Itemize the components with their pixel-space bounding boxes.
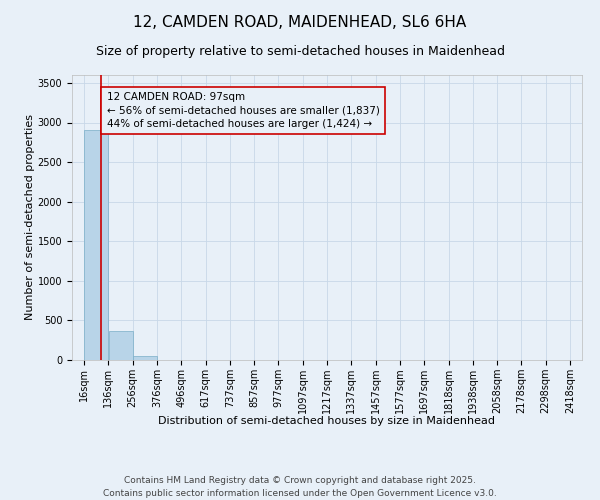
Text: Contains HM Land Registry data © Crown copyright and database right 2025.
Contai: Contains HM Land Registry data © Crown c… — [103, 476, 497, 498]
Y-axis label: Number of semi-detached properties: Number of semi-detached properties — [25, 114, 35, 320]
Bar — [84, 130, 108, 360]
Bar — [109, 330, 133, 360]
Text: 12 CAMDEN ROAD: 97sqm
← 56% of semi-detached houses are smaller (1,837)
44% of s: 12 CAMDEN ROAD: 97sqm ← 56% of semi-deta… — [107, 92, 379, 129]
Text: Size of property relative to semi-detached houses in Maidenhead: Size of property relative to semi-detach… — [95, 45, 505, 58]
Bar — [133, 356, 157, 360]
Text: 12, CAMDEN ROAD, MAIDENHEAD, SL6 6HA: 12, CAMDEN ROAD, MAIDENHEAD, SL6 6HA — [133, 15, 467, 30]
X-axis label: Distribution of semi-detached houses by size in Maidenhead: Distribution of semi-detached houses by … — [158, 416, 496, 426]
